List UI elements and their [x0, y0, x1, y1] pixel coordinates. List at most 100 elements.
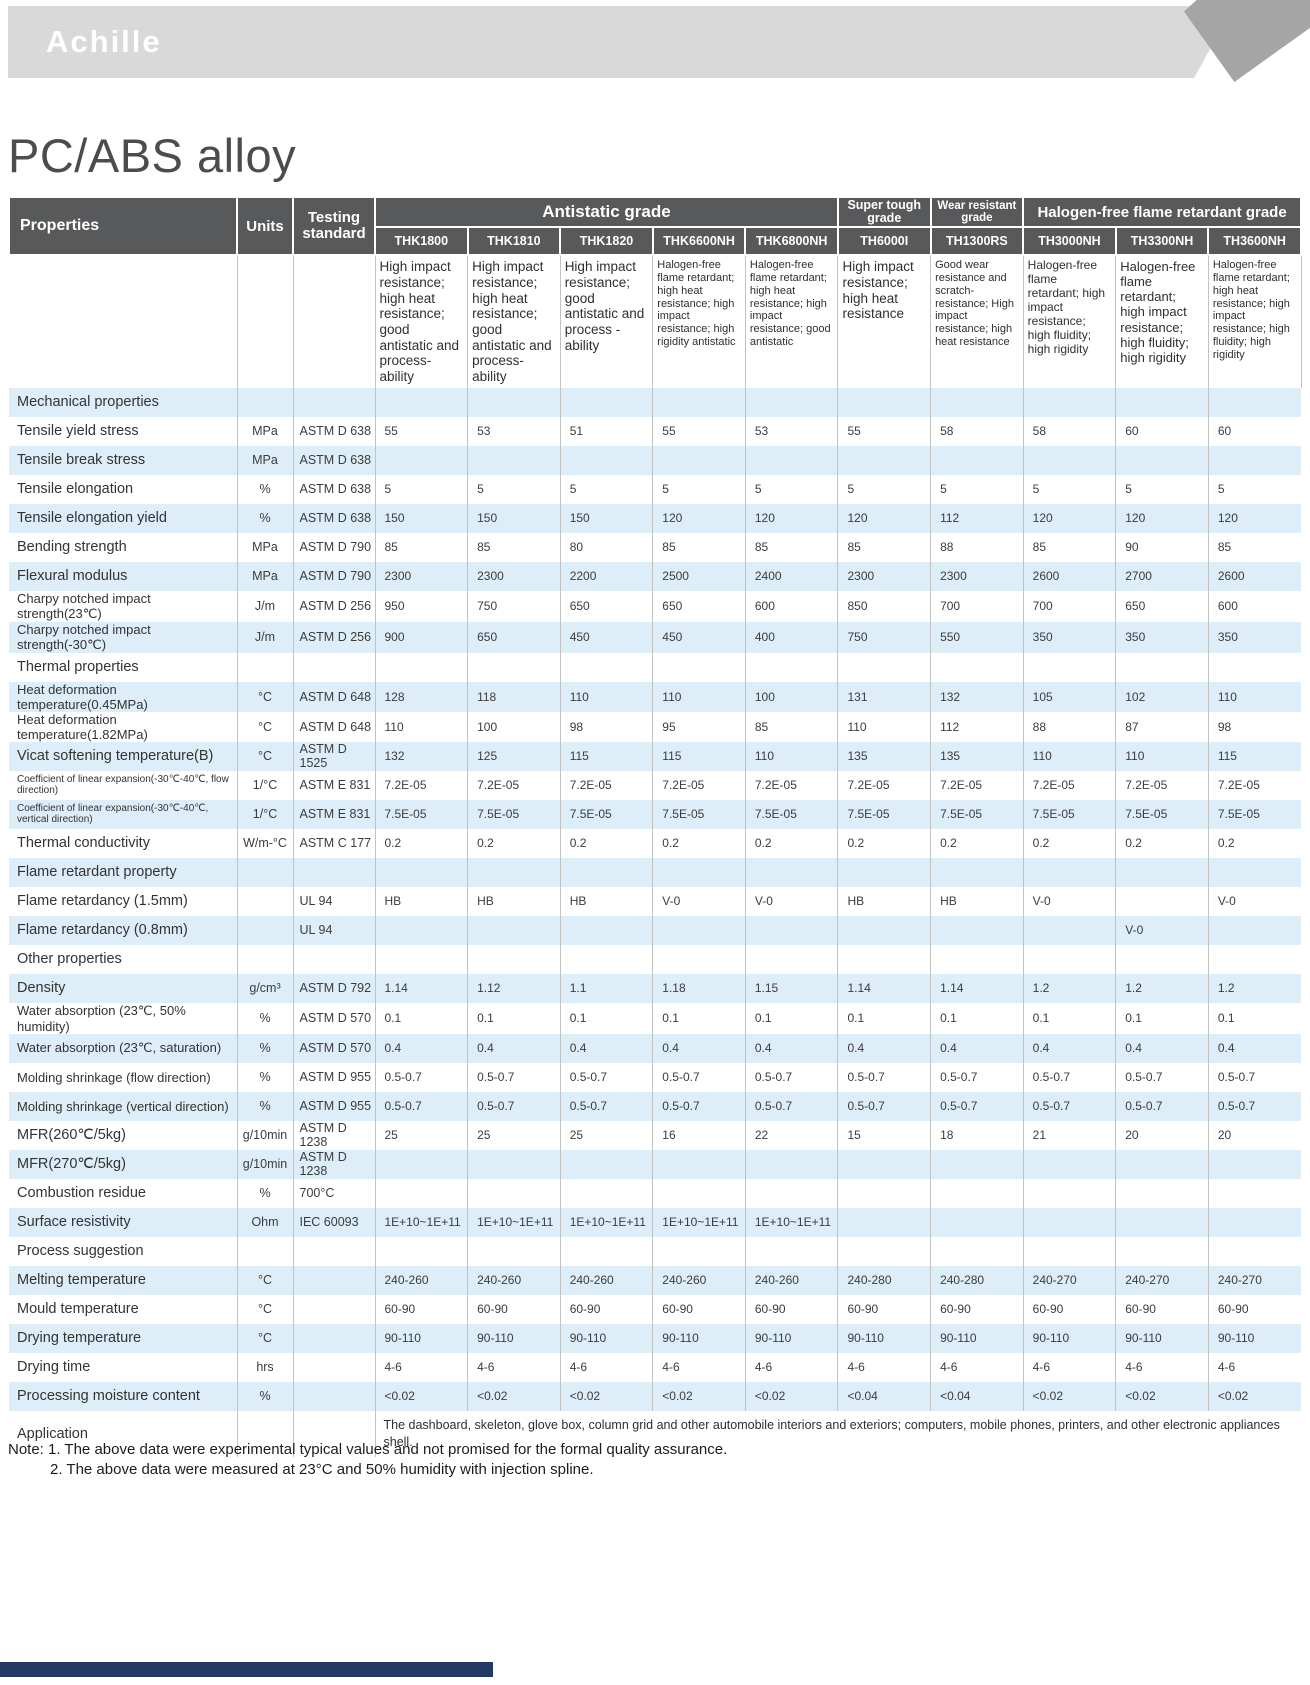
- unit-cell: °C: [237, 741, 294, 771]
- value-cell: 60-90: [467, 1294, 561, 1324]
- value-cell: 7.2E-05: [652, 770, 746, 800]
- property-cell: Coefficient of linear expansion(-30℃-40℃…: [9, 799, 238, 829]
- value-cell: 7.5E-05: [837, 799, 932, 829]
- value-cell: 7.5E-05: [467, 799, 561, 829]
- empty-cell: [652, 944, 746, 974]
- empty-cell: [1115, 652, 1209, 682]
- value-cell: 0.1: [560, 1002, 654, 1034]
- value-cell: 750: [837, 621, 932, 653]
- value-cell: 7.2E-05: [1208, 770, 1301, 800]
- value-cell: 5: [560, 474, 654, 504]
- empty-cell: [745, 652, 839, 682]
- table-row: Thermal conductivity W/m-°C ASTM C 177 0.2 0…: [9, 828, 1301, 858]
- unit-cell: %: [237, 1062, 294, 1092]
- description-lead-cell: [9, 255, 238, 388]
- value-cell: 900: [375, 621, 469, 653]
- unit-cell: %: [237, 1178, 294, 1208]
- value-cell: 1.12: [467, 973, 561, 1003]
- value-cell: 650: [467, 621, 561, 653]
- value-cell: 90-110: [375, 1323, 469, 1353]
- value-cell: [837, 445, 932, 475]
- value-cell: 0.5-0.7: [560, 1062, 654, 1092]
- value-cell: 7.2E-05: [560, 770, 654, 800]
- value-cell: <0.02: [375, 1381, 469, 1411]
- testing-standard-header: Testing standard: [292, 195, 376, 257]
- value-cell: 60-90: [837, 1294, 932, 1324]
- value-cell: 240-260: [375, 1265, 469, 1295]
- value-cell: 5: [1115, 474, 1209, 504]
- table-row: Flame retardancy (0.8mm) UL 94 V-0: [9, 915, 1301, 945]
- value-cell: 0.5-0.7: [1023, 1091, 1117, 1121]
- empty-cell: [467, 652, 561, 682]
- value-cell: [837, 1178, 932, 1208]
- empty-cell: [1115, 387, 1209, 417]
- value-cell: 87: [1115, 711, 1209, 742]
- unit-cell: °C: [237, 681, 294, 712]
- standard-cell: ASTM D 638: [293, 416, 376, 446]
- grade-header: THK6800NH: [744, 226, 839, 257]
- value-cell: 0.4: [837, 1033, 932, 1063]
- value-cell: 7.2E-05: [745, 770, 839, 800]
- value-cell: 105: [1023, 681, 1117, 712]
- empty-cell: [837, 387, 932, 417]
- value-cell: 112: [930, 711, 1024, 742]
- unit-cell: MPa: [237, 561, 294, 591]
- empty-cell: [745, 944, 839, 974]
- value-cell: V-0: [1208, 886, 1301, 916]
- value-cell: 4-6: [560, 1352, 654, 1382]
- unit-cell: 1/°C: [237, 799, 294, 829]
- unit-cell: J/m: [237, 590, 294, 622]
- value-cell: 0.5-0.7: [930, 1062, 1024, 1092]
- value-cell: 60-90: [745, 1294, 839, 1324]
- table-row: Heat deformation temperature(0.45MPa) °C A…: [9, 681, 1301, 712]
- table-row: Vicat softening temperature(B) °C ASTM D 1…: [9, 741, 1301, 771]
- unit-cell: Ohm: [237, 1207, 294, 1237]
- value-cell: 58: [930, 416, 1024, 446]
- description-cell: Halogen-free flame retardant; high impac…: [1115, 255, 1209, 388]
- property-cell: Bending strength: [9, 532, 238, 562]
- empty-cell: [375, 387, 469, 417]
- value-cell: 53: [745, 416, 839, 446]
- empty-cell: [837, 1236, 932, 1266]
- property-cell: Tensile break stress: [9, 445, 238, 475]
- spec-table: Properties Units Testing standard Antistati…: [8, 195, 1302, 1457]
- value-cell: 4-6: [1023, 1352, 1117, 1382]
- value-cell: 25: [560, 1120, 654, 1150]
- value-cell: 0.5-0.7: [375, 1062, 469, 1092]
- value-cell: [930, 1178, 1024, 1208]
- empty-cell: [237, 387, 294, 417]
- value-cell: 1.14: [837, 973, 932, 1003]
- value-cell: 0.2: [930, 828, 1024, 858]
- unit-cell: g/10min: [237, 1120, 294, 1150]
- value-cell: 2300: [837, 561, 932, 591]
- value-cell: 0.4: [652, 1033, 746, 1063]
- value-cell: 0.4: [1115, 1033, 1209, 1063]
- value-cell: 0.2: [467, 828, 561, 858]
- section-label: Thermal properties: [9, 652, 238, 682]
- empty-cell: [1115, 1236, 1209, 1266]
- empty-cell: [652, 652, 746, 682]
- value-cell: 0.5-0.7: [930, 1091, 1024, 1121]
- empty-cell: [1115, 944, 1209, 974]
- value-cell: 16: [652, 1120, 746, 1150]
- value-cell: 0.2: [745, 828, 839, 858]
- value-cell: [467, 1149, 561, 1179]
- value-cell: 7.5E-05: [652, 799, 746, 829]
- property-cell: MFR(260℃/5kg): [9, 1120, 238, 1150]
- property-cell: Drying temperature: [9, 1323, 238, 1353]
- value-cell: 0.5-0.7: [467, 1091, 561, 1121]
- table-row: MFR(270℃/5kg) g/10min ASTM D 1238: [9, 1149, 1301, 1179]
- empty-cell: [1023, 652, 1117, 682]
- value-cell: 2300: [375, 561, 469, 591]
- property-cell: Tensile elongation yield: [9, 503, 238, 533]
- value-cell: <0.02: [745, 1381, 839, 1411]
- table-row: Molding shrinkage (vertical direction)% A…: [9, 1091, 1301, 1121]
- value-cell: 110: [1208, 681, 1301, 712]
- standard-cell: 700°C: [293, 1178, 376, 1208]
- description-cell: Halogen-free flame retardant; high heat …: [652, 255, 746, 388]
- value-cell: HB: [467, 886, 561, 916]
- property-cell: Density: [9, 973, 238, 1003]
- empty-cell: [930, 944, 1024, 974]
- unit-cell: W/m-°C: [237, 828, 294, 858]
- value-cell: HB: [375, 886, 469, 916]
